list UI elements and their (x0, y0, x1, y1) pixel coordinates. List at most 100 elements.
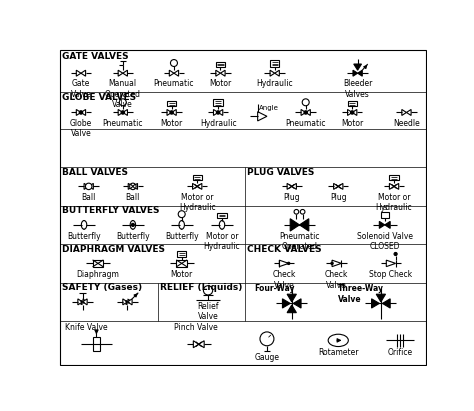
Text: Motor: Motor (341, 119, 364, 128)
Polygon shape (287, 294, 296, 302)
Polygon shape (383, 299, 390, 308)
Polygon shape (275, 70, 279, 76)
Bar (347, 101, 357, 106)
Polygon shape (394, 183, 399, 189)
Polygon shape (123, 109, 128, 115)
Circle shape (131, 223, 135, 226)
Text: Check
Valve: Check Valve (272, 270, 296, 290)
Polygon shape (199, 341, 204, 348)
Circle shape (171, 60, 177, 67)
Text: Solenoid Valve
CLOSED: Solenoid Valve CLOSED (357, 232, 413, 251)
Circle shape (300, 210, 305, 214)
Text: Motor: Motor (161, 119, 183, 128)
Polygon shape (338, 183, 343, 189)
Text: Motor: Motor (171, 270, 193, 279)
Bar (92, 260, 103, 267)
Text: Hydraulic: Hydraulic (256, 79, 293, 88)
Text: Butterfly: Butterfly (67, 232, 101, 241)
Polygon shape (197, 183, 202, 189)
Polygon shape (287, 183, 292, 189)
Circle shape (79, 111, 82, 114)
Polygon shape (390, 183, 394, 189)
Text: Motor or
Hydraulic: Motor or Hydraulic (204, 232, 240, 251)
Text: Check
Valve: Check Valve (325, 270, 348, 290)
Polygon shape (357, 70, 362, 76)
Text: Butterfly: Butterfly (116, 232, 150, 241)
Polygon shape (300, 219, 309, 231)
Text: Plug: Plug (330, 192, 346, 201)
Text: Plug: Plug (283, 192, 300, 201)
Bar (177, 252, 186, 257)
Polygon shape (123, 70, 128, 76)
Circle shape (331, 262, 333, 265)
Text: Gate
Valve: Gate Valve (71, 79, 91, 99)
Bar (192, 175, 202, 180)
Text: Pneumatic: Pneumatic (154, 79, 194, 88)
Polygon shape (192, 183, 197, 189)
Bar (381, 212, 389, 217)
Polygon shape (76, 109, 81, 115)
Ellipse shape (328, 334, 348, 346)
Text: Bleeder
Valves: Bleeder Valves (343, 79, 372, 99)
Polygon shape (84, 183, 89, 189)
Text: S: S (383, 206, 387, 211)
Polygon shape (353, 70, 357, 76)
Circle shape (178, 211, 185, 218)
Circle shape (170, 111, 173, 114)
Circle shape (304, 111, 308, 114)
Polygon shape (174, 70, 179, 76)
Polygon shape (301, 109, 306, 115)
Polygon shape (270, 70, 275, 76)
Text: Rotameter: Rotameter (318, 348, 358, 357)
Text: GATE VALVES: GATE VALVES (63, 52, 129, 61)
Text: SAFETY (Gases): SAFETY (Gases) (63, 284, 143, 292)
Circle shape (217, 111, 220, 114)
Polygon shape (167, 109, 172, 115)
Polygon shape (334, 183, 338, 189)
Circle shape (129, 183, 136, 189)
Polygon shape (220, 70, 225, 76)
Polygon shape (306, 109, 310, 115)
Polygon shape (347, 109, 352, 115)
Text: Pinch Valve: Pinch Valve (174, 323, 218, 332)
Text: Angle: Angle (259, 105, 279, 111)
Text: Pneumatic
Operated: Pneumatic Operated (279, 232, 320, 251)
Polygon shape (332, 260, 341, 267)
Polygon shape (372, 299, 379, 308)
Bar (218, 213, 227, 218)
Circle shape (119, 99, 126, 106)
Text: Motor or
Hydraulic: Motor or Hydraulic (179, 192, 216, 212)
Text: Ball: Ball (126, 192, 140, 201)
Text: Orifice: Orifice (388, 348, 413, 357)
Bar (93, 337, 100, 351)
Polygon shape (128, 183, 133, 189)
Polygon shape (354, 64, 362, 70)
Bar (213, 99, 223, 106)
Text: BUTTERFLY VALVES: BUTTERFLY VALVES (63, 206, 160, 215)
Text: Three-Way
Valve: Three-Way Valve (338, 284, 384, 304)
Bar (216, 62, 225, 67)
Text: Globe
Valve: Globe Valve (70, 119, 92, 138)
Polygon shape (128, 299, 132, 305)
Polygon shape (133, 183, 137, 189)
Circle shape (203, 286, 213, 295)
Text: Ball: Ball (82, 192, 96, 201)
Polygon shape (283, 299, 290, 308)
Bar (176, 260, 187, 267)
Polygon shape (402, 109, 406, 115)
Polygon shape (89, 183, 93, 189)
Text: Motor: Motor (210, 79, 232, 88)
Polygon shape (385, 222, 390, 229)
Polygon shape (406, 109, 411, 115)
Bar (390, 175, 399, 180)
Text: Four-Way: Four-Way (255, 284, 295, 293)
Text: Diaphragm: Diaphragm (77, 270, 119, 279)
Polygon shape (216, 70, 220, 76)
Polygon shape (82, 299, 87, 305)
Circle shape (302, 99, 309, 106)
Polygon shape (78, 299, 82, 305)
Polygon shape (213, 109, 218, 115)
Polygon shape (258, 112, 267, 121)
Text: Hydraulic: Hydraulic (200, 119, 237, 128)
Text: Needle: Needle (393, 119, 420, 128)
